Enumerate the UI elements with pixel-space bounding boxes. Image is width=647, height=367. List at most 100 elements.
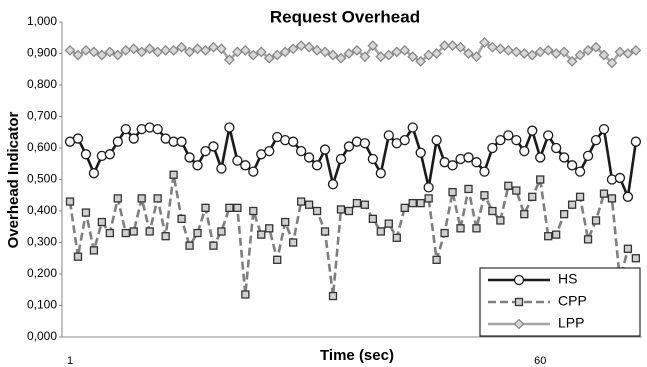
data-point <box>327 49 339 61</box>
data-point <box>574 49 586 61</box>
data-point <box>630 136 642 147</box>
data-point <box>335 52 347 64</box>
data-point <box>558 152 570 163</box>
data-point <box>598 49 610 61</box>
data-point <box>622 191 634 202</box>
data-point <box>296 197 306 206</box>
data-point <box>336 205 346 214</box>
data-point <box>575 192 585 201</box>
data-point <box>239 44 251 56</box>
data-point <box>582 150 594 162</box>
data-point <box>89 246 99 255</box>
data-point <box>88 46 100 58</box>
data-point <box>176 136 187 147</box>
data-point <box>192 160 203 171</box>
data-point <box>590 134 602 146</box>
data-point <box>303 41 315 53</box>
data-point <box>566 55 578 67</box>
data-point <box>288 136 299 147</box>
data-point <box>606 57 618 69</box>
data-point <box>104 46 116 58</box>
x-axis-label: Time (sec) <box>320 347 394 364</box>
data-point <box>168 44 180 56</box>
data-point <box>224 122 235 133</box>
data-point <box>249 206 258 216</box>
y-tick-label: 0,000 <box>27 329 57 343</box>
data-point <box>344 206 354 216</box>
data-point <box>359 51 371 63</box>
data-point <box>311 160 323 171</box>
data-point <box>551 142 562 154</box>
y-tick-label: 0,200 <box>27 266 57 280</box>
data-point <box>431 134 442 146</box>
data-point <box>145 227 154 236</box>
data-point <box>512 186 521 195</box>
data-point <box>303 152 315 163</box>
data-point <box>72 49 84 61</box>
data-point <box>376 227 385 236</box>
data-point <box>383 49 395 61</box>
data-point <box>527 125 538 136</box>
y-tick-label: 0,700 <box>27 109 57 123</box>
data-point <box>327 179 339 190</box>
data-point <box>223 54 235 66</box>
data-point <box>81 208 91 217</box>
data-point <box>631 254 641 263</box>
data-point <box>607 194 617 203</box>
data-point <box>319 144 331 155</box>
data-point <box>526 49 538 61</box>
data-point <box>88 168 100 179</box>
data-point <box>599 189 609 198</box>
data-point <box>502 44 514 56</box>
data-point <box>247 49 259 61</box>
data-point <box>105 228 114 238</box>
data-point <box>399 44 411 56</box>
data-point <box>216 163 227 174</box>
data-point <box>542 44 554 56</box>
y-tick-label: 0,300 <box>27 235 57 249</box>
data-point <box>72 133 84 144</box>
data-point <box>287 43 299 55</box>
data-point <box>496 216 505 225</box>
data-point <box>536 175 545 184</box>
data-point <box>622 48 634 59</box>
data-point <box>504 181 513 190</box>
data-point <box>304 200 314 209</box>
data-point <box>271 49 283 61</box>
data-point <box>392 233 401 242</box>
data-point <box>161 232 170 241</box>
data-point <box>184 152 195 163</box>
data-point <box>431 48 443 59</box>
data-point <box>263 52 275 64</box>
legend-label: CPP <box>558 293 587 309</box>
data-point <box>185 241 194 250</box>
data-point <box>281 217 290 227</box>
data-point <box>558 46 570 58</box>
legend-marker <box>514 297 524 307</box>
data-point <box>128 43 140 55</box>
data-point <box>479 166 490 177</box>
data-point <box>97 217 107 227</box>
data-point <box>574 166 586 177</box>
data-point <box>217 227 226 236</box>
data-point <box>112 136 123 147</box>
data-point <box>177 214 186 224</box>
y-tick-label: 0,400 <box>27 203 57 217</box>
data-point <box>407 122 418 133</box>
data-point <box>129 227 138 236</box>
data-point <box>160 44 172 56</box>
y-tick-label: 0,900 <box>27 46 57 60</box>
data-point <box>487 142 498 154</box>
data-point <box>255 46 267 58</box>
data-point <box>559 209 569 219</box>
data-point <box>384 219 393 228</box>
data-point <box>352 198 362 208</box>
data-point <box>375 168 386 179</box>
data-point <box>240 160 251 171</box>
data-point <box>567 200 577 209</box>
data-point <box>64 44 76 56</box>
data-point <box>440 228 449 238</box>
legend-marker <box>513 318 525 330</box>
data-point <box>456 224 465 233</box>
data-point <box>328 291 338 301</box>
